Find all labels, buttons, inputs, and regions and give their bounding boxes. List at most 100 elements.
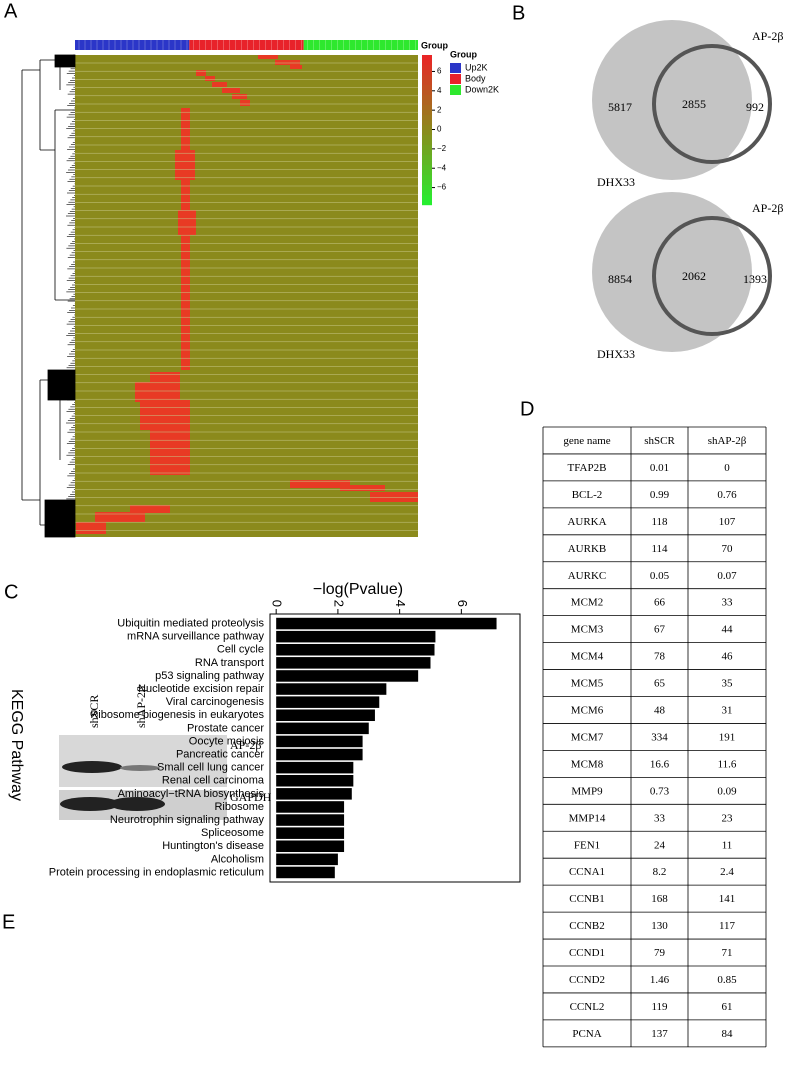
colorbar-cell: [422, 185, 432, 191]
table-cell: 0: [724, 462, 730, 474]
colorbar-cell: [422, 120, 432, 126]
table-header: gene name: [563, 435, 610, 447]
bar: [276, 774, 354, 787]
colorbar-cell: [422, 85, 432, 91]
colorbar-cell: [422, 165, 432, 171]
venn-count: 992: [746, 100, 764, 114]
table-cell: CCNA1: [569, 866, 605, 878]
category-label: Ribosome biogenesis in eukaryotes: [90, 709, 264, 721]
legend-label: Body: [465, 73, 486, 83]
colorbar-cell: [422, 75, 432, 81]
venn-right: [652, 216, 772, 336]
table-header: shAP-2β: [708, 435, 747, 447]
heatmap-row-lines: [75, 62, 418, 531]
colorbar-tick-label: −4: [437, 163, 447, 172]
table-cell: 78: [654, 651, 666, 663]
bar: [276, 657, 431, 669]
bar: [276, 617, 497, 630]
category-label: Renal cell carcinoma: [162, 775, 265, 787]
table-cell: 65: [654, 678, 666, 690]
bar: [276, 643, 435, 656]
bar: [276, 709, 375, 722]
colorbar-cell: [422, 200, 432, 206]
colorbar-tick-label: −2: [437, 144, 447, 153]
colorbar-tick-label: −6: [437, 183, 447, 192]
panel-label: B: [512, 2, 525, 24]
table-cell: 11.6: [718, 758, 737, 770]
venn-count: 2855: [682, 97, 706, 111]
table-cell: CCNL2: [570, 1001, 605, 1013]
category-label: p53 signaling pathway: [155, 670, 264, 682]
colorbar-cell: [422, 110, 432, 116]
colorbar-cell: [422, 95, 432, 101]
venn-label: DHX33: [597, 347, 635, 361]
colorbar-cell: [422, 160, 432, 166]
panel-label: D: [520, 398, 534, 420]
table-cell: 1.46: [650, 974, 670, 986]
colorbar-cell: [422, 135, 432, 141]
bar: [276, 722, 369, 735]
colorbar-cell: [422, 125, 432, 131]
category-label: Aminoacyl−tRNA biosynthesis: [118, 788, 265, 800]
table-cell: 70: [722, 543, 734, 555]
table-cell: MCM5: [571, 678, 604, 690]
table-cell: 16.6: [650, 758, 670, 770]
category-label: Ubiquitin mediated proteolysis: [117, 617, 264, 629]
category-label: Huntington's disease: [162, 840, 264, 852]
table-cell: 130: [651, 920, 668, 932]
band-label: AP-2β: [230, 738, 261, 752]
table-cell: MCM2: [571, 597, 603, 609]
category-label: Nucleotide excision repair: [138, 683, 264, 695]
table-cell: MCM4: [571, 651, 604, 663]
category-label: Viral carcinogenesis: [166, 696, 265, 708]
table-cell: 24: [654, 839, 666, 851]
venn-count: 8854: [608, 272, 632, 286]
band: [120, 765, 160, 771]
table-cell: 2.4: [720, 866, 734, 878]
table-cell: MMP14: [569, 812, 606, 824]
bar: [276, 670, 419, 682]
venn-label: DHX33: [597, 175, 635, 189]
table-cell: 119: [651, 1001, 668, 1013]
category-label: Protein processing in endoplasmic reticu…: [49, 866, 264, 878]
band: [60, 797, 120, 811]
lane-label: shSCR: [87, 695, 101, 728]
colorbar-title: Group: [421, 40, 448, 50]
venn-label: AP-2β: [752, 29, 783, 43]
category-label: Oocyte meiosis: [189, 735, 265, 747]
table-cell: MCM8: [571, 758, 604, 770]
colorbar-cell: [422, 195, 432, 201]
table: gene name shSCR shAP-2β TFAP2B 0.01 0 BCL-2 0.9…: [542, 426, 767, 1048]
table-cell: 66: [654, 597, 666, 609]
chart-title: −log(Pvalue): [313, 581, 403, 598]
table-cell: 11: [722, 839, 733, 851]
colorbar-cell: [422, 60, 432, 66]
table-cell: FEN1: [574, 839, 600, 851]
table-cell: MMP9: [571, 785, 603, 797]
table-cell: 141: [719, 893, 736, 905]
bar: [276, 801, 345, 813]
venn-right: [652, 44, 772, 164]
table-cell: PCNA: [572, 1028, 601, 1040]
table-cell: CCNB2: [569, 920, 604, 932]
category-label: mRNA surveillance pathway: [127, 631, 264, 643]
table-cell: 0.73: [650, 785, 670, 797]
bar: [276, 735, 363, 748]
table-cell: 191: [719, 731, 736, 743]
venn-left: [592, 192, 752, 352]
colorbar-tick-label: 6: [437, 67, 442, 76]
x-tick-label: 2: [331, 600, 346, 607]
category-label: Neurotrophin signaling pathway: [110, 814, 265, 826]
legend-label: Down2K: [465, 84, 499, 94]
table-cell: 0.07: [717, 570, 737, 582]
colorbar-cell: [422, 155, 432, 161]
colorbar-cell: [422, 140, 432, 146]
table-cell: 61: [722, 1001, 733, 1013]
band: [109, 797, 165, 811]
table-cell: MCM3: [571, 624, 604, 636]
colorbar-cell: [422, 180, 432, 186]
category-label: Small cell lung cancer: [157, 762, 264, 774]
table-cell: MCM7: [571, 731, 604, 743]
category-label: Pancreatic cancer: [176, 748, 264, 760]
colorbar-cell: [422, 105, 432, 111]
